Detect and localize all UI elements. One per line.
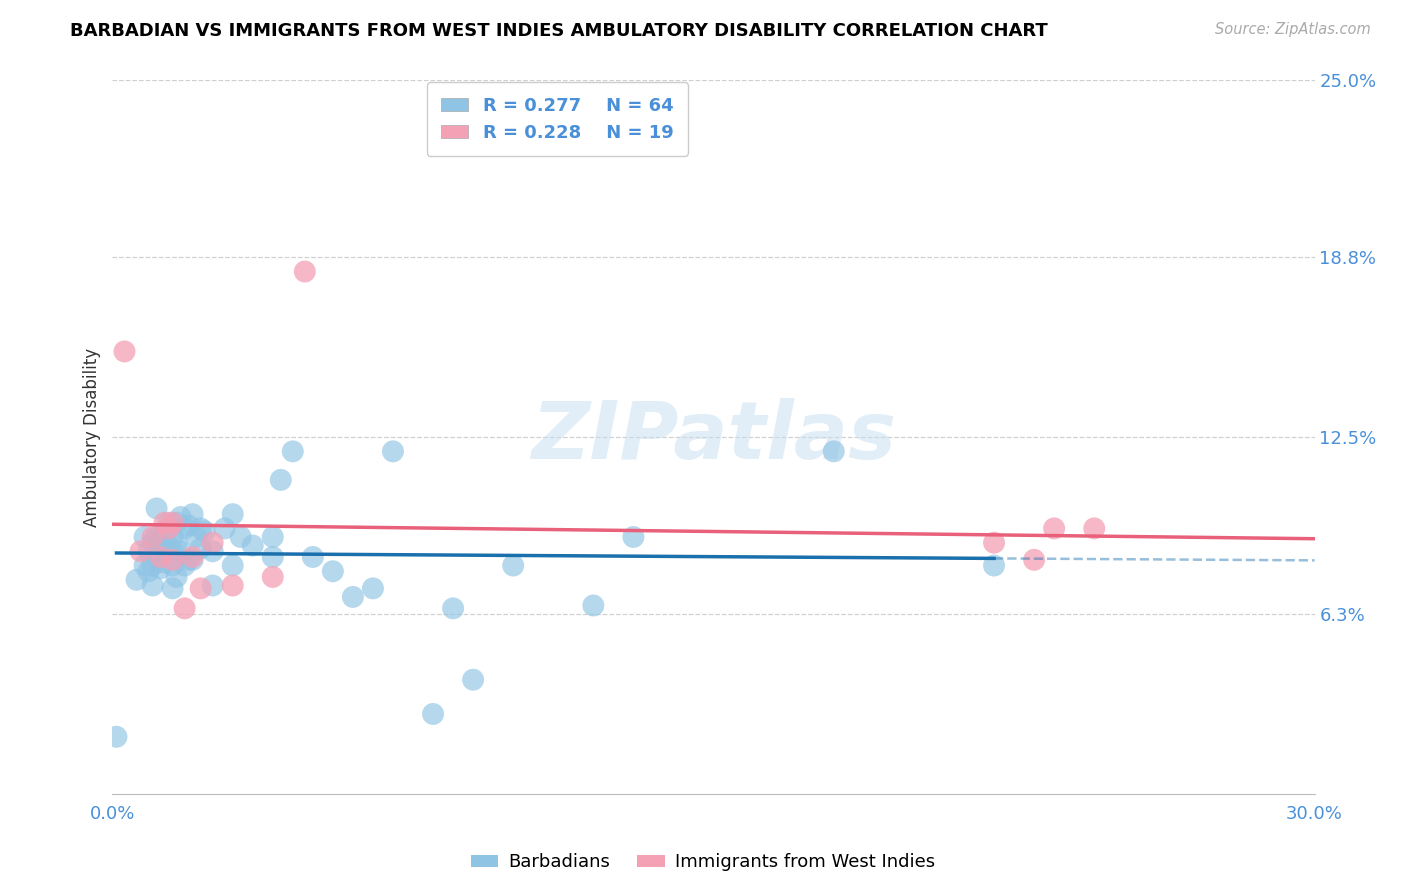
Point bbox=[322, 564, 344, 578]
Point bbox=[222, 507, 245, 521]
Point bbox=[141, 578, 163, 592]
Point bbox=[157, 539, 180, 553]
Point bbox=[190, 582, 212, 596]
Point bbox=[162, 558, 184, 573]
Point bbox=[173, 601, 195, 615]
Point bbox=[582, 599, 605, 613]
Point bbox=[214, 521, 236, 535]
Point bbox=[201, 544, 224, 558]
Point bbox=[190, 541, 212, 556]
Point bbox=[194, 524, 217, 539]
Point bbox=[302, 549, 325, 564]
Text: Source: ZipAtlas.com: Source: ZipAtlas.com bbox=[1215, 22, 1371, 37]
Point bbox=[181, 553, 204, 567]
Point bbox=[145, 501, 167, 516]
Point bbox=[125, 573, 148, 587]
Point bbox=[166, 516, 188, 530]
Point bbox=[166, 535, 188, 549]
Point bbox=[1024, 553, 1046, 567]
Point bbox=[270, 473, 292, 487]
Point bbox=[242, 539, 264, 553]
Point bbox=[149, 561, 172, 575]
Point bbox=[138, 564, 160, 578]
Point bbox=[983, 535, 1005, 549]
Point bbox=[281, 444, 304, 458]
Point bbox=[190, 521, 212, 535]
Point bbox=[145, 530, 167, 544]
Point bbox=[149, 539, 172, 553]
Point bbox=[1083, 521, 1105, 535]
Point bbox=[186, 530, 208, 544]
Point bbox=[162, 582, 184, 596]
Point bbox=[441, 601, 464, 615]
Point bbox=[153, 516, 176, 530]
Point bbox=[229, 530, 252, 544]
Point bbox=[173, 558, 195, 573]
Point bbox=[149, 530, 172, 544]
Point bbox=[181, 549, 204, 564]
Point bbox=[461, 673, 484, 687]
Legend: R = 0.277    N = 64, R = 0.228    N = 19: R = 0.277 N = 64, R = 0.228 N = 19 bbox=[426, 82, 688, 156]
Point bbox=[162, 530, 184, 544]
Point bbox=[294, 264, 316, 278]
Point bbox=[141, 530, 163, 544]
Point bbox=[169, 544, 191, 558]
Point bbox=[162, 553, 184, 567]
Point bbox=[134, 530, 156, 544]
Point bbox=[177, 518, 200, 533]
Point bbox=[162, 516, 184, 530]
Point bbox=[222, 558, 245, 573]
Text: ZIPatlas: ZIPatlas bbox=[531, 398, 896, 476]
Point bbox=[153, 556, 176, 570]
Point bbox=[222, 578, 245, 592]
Point bbox=[157, 521, 180, 535]
Point bbox=[129, 544, 152, 558]
Point bbox=[173, 521, 195, 535]
Point bbox=[262, 530, 284, 544]
Point bbox=[177, 553, 200, 567]
Point bbox=[1043, 521, 1066, 535]
Point bbox=[502, 558, 524, 573]
Point bbox=[145, 544, 167, 558]
Text: BARBADIAN VS IMMIGRANTS FROM WEST INDIES AMBULATORY DISABILITY CORRELATION CHART: BARBADIAN VS IMMIGRANTS FROM WEST INDIES… bbox=[70, 22, 1047, 40]
Point bbox=[181, 507, 204, 521]
Point bbox=[621, 530, 644, 544]
Point bbox=[382, 444, 405, 458]
Y-axis label: Ambulatory Disability: Ambulatory Disability bbox=[83, 348, 101, 526]
Point bbox=[983, 558, 1005, 573]
Point bbox=[262, 549, 284, 564]
Point bbox=[141, 535, 163, 549]
Point bbox=[201, 535, 224, 549]
Point bbox=[149, 549, 172, 564]
Point bbox=[114, 344, 136, 359]
Point bbox=[262, 570, 284, 584]
Point bbox=[342, 590, 364, 604]
Point bbox=[361, 582, 384, 596]
Point bbox=[134, 558, 156, 573]
Point bbox=[141, 558, 163, 573]
Point bbox=[162, 544, 184, 558]
Point bbox=[169, 510, 191, 524]
Point bbox=[422, 706, 444, 721]
Point bbox=[201, 578, 224, 592]
Point bbox=[823, 444, 845, 458]
Point bbox=[138, 544, 160, 558]
Point bbox=[153, 524, 176, 539]
Point bbox=[153, 544, 176, 558]
Legend: Barbadians, Immigrants from West Indies: Barbadians, Immigrants from West Indies bbox=[464, 847, 942, 879]
Point bbox=[157, 516, 180, 530]
Point bbox=[105, 730, 128, 744]
Point bbox=[166, 570, 188, 584]
